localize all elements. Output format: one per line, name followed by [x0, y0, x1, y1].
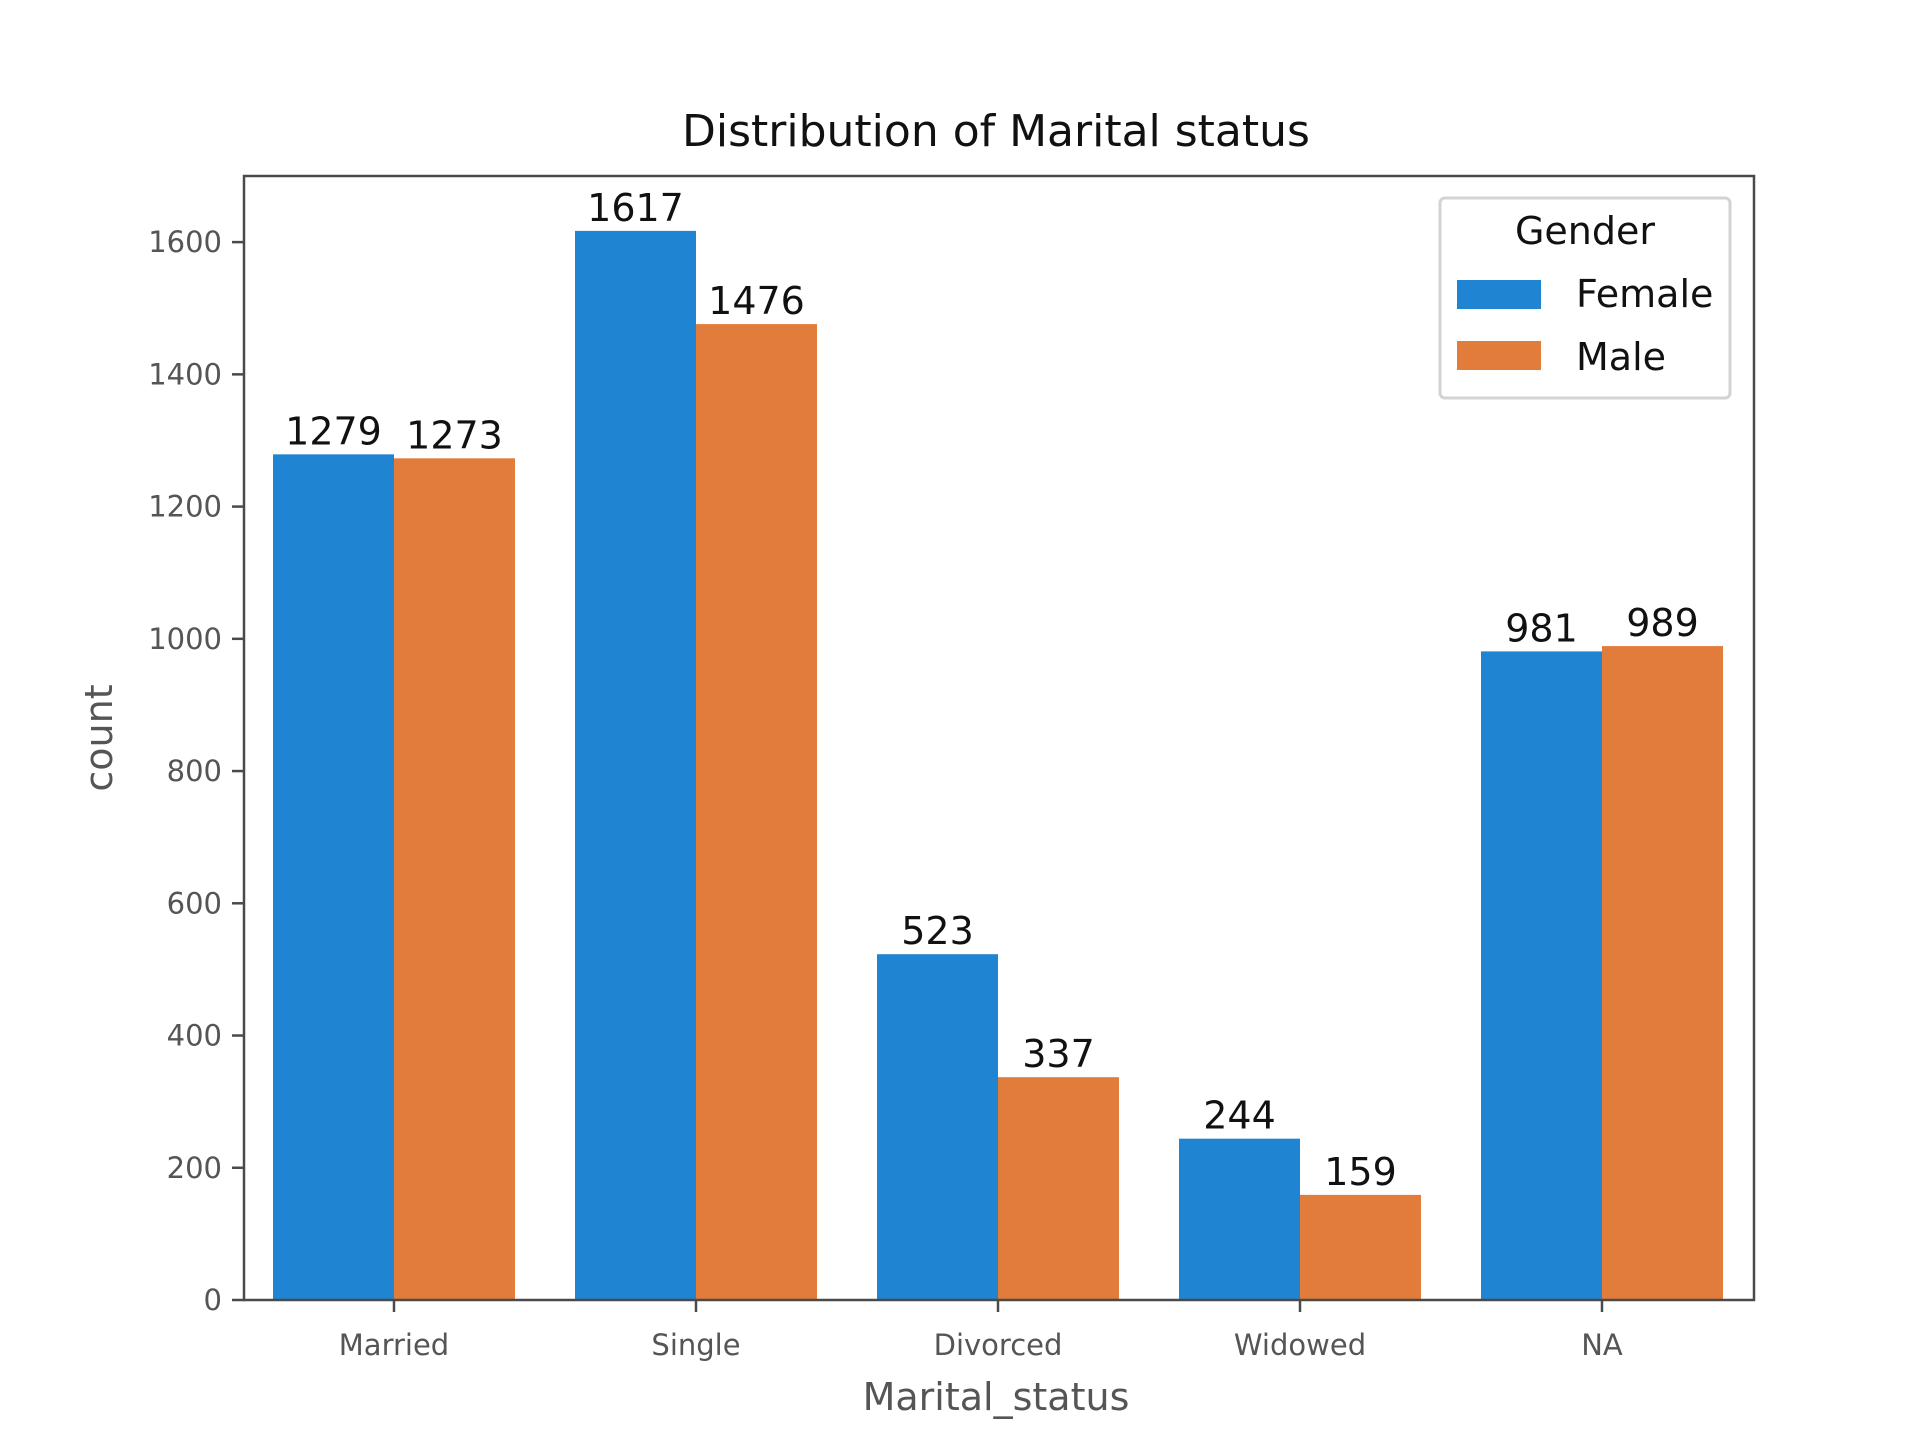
- legend-label-female: Female: [1576, 272, 1713, 316]
- data-label-female-married: 1279: [285, 409, 382, 453]
- x-tick-label-widowed: Widowed: [1234, 1328, 1366, 1362]
- bar-female-na: [1481, 651, 1602, 1300]
- y-tick-label-400: 400: [167, 1019, 222, 1053]
- data-label-male-divorced: 337: [1022, 1032, 1095, 1076]
- x-tick-label-divorced: Divorced: [934, 1328, 1063, 1362]
- legend: Gender Female Male: [1438, 196, 1732, 400]
- legend-swatch-female: [1457, 280, 1541, 309]
- data-labels-layer: 1279 1273 1617 1476 523 337 244 159 981 989: [285, 186, 1699, 1194]
- bar-female-divorced: [877, 954, 998, 1300]
- data-label-male-married: 1273: [406, 413, 503, 457]
- x-axis: Married Single Divorced Widowed NA: [339, 1300, 1623, 1362]
- y-axis-title: count: [77, 684, 121, 791]
- bar-female-widowed: [1179, 1138, 1300, 1300]
- bar-male-married: [394, 458, 515, 1300]
- data-label-female-single: 1617: [587, 186, 684, 230]
- x-tick-label-na: NA: [1581, 1328, 1623, 1362]
- bar-male-divorced: [998, 1077, 1119, 1300]
- y-tick-label-1400: 1400: [148, 357, 222, 391]
- legend-title: Gender: [1515, 209, 1655, 253]
- data-label-male-single: 1476: [708, 279, 805, 323]
- y-tick-label-1200: 1200: [148, 490, 222, 524]
- bar-male-na: [1602, 646, 1723, 1300]
- y-tick-label-1600: 1600: [148, 225, 222, 259]
- bar-female-single: [575, 230, 696, 1300]
- y-tick-label-600: 600: [167, 886, 222, 920]
- bar-female-married: [273, 454, 394, 1300]
- x-axis-title: Marital_status: [863, 1375, 1130, 1419]
- bar-male-single: [696, 324, 817, 1300]
- y-tick-label-200: 200: [167, 1151, 222, 1185]
- legend-swatch-male: [1457, 341, 1541, 370]
- y-axis: 0 200 400 600 800 1000 1200 1400 1600: [148, 225, 244, 1317]
- data-label-female-na: 981: [1505, 606, 1578, 650]
- x-tick-label-married: Married: [339, 1328, 449, 1362]
- chart-title: Distribution of Marital status: [682, 106, 1310, 157]
- y-tick-label-800: 800: [167, 754, 222, 788]
- bars-layer: [273, 230, 1723, 1300]
- bar-male-widowed: [1300, 1194, 1421, 1300]
- data-label-female-widowed: 244: [1203, 1094, 1276, 1138]
- data-label-male-na: 989: [1626, 601, 1699, 645]
- y-tick-label-1000: 1000: [148, 622, 222, 656]
- x-tick-label-single: Single: [651, 1328, 740, 1362]
- legend-label-male: Male: [1576, 335, 1666, 379]
- y-tick-label-0: 0: [204, 1283, 222, 1317]
- data-label-male-widowed: 159: [1324, 1150, 1397, 1194]
- data-label-female-divorced: 523: [901, 909, 974, 953]
